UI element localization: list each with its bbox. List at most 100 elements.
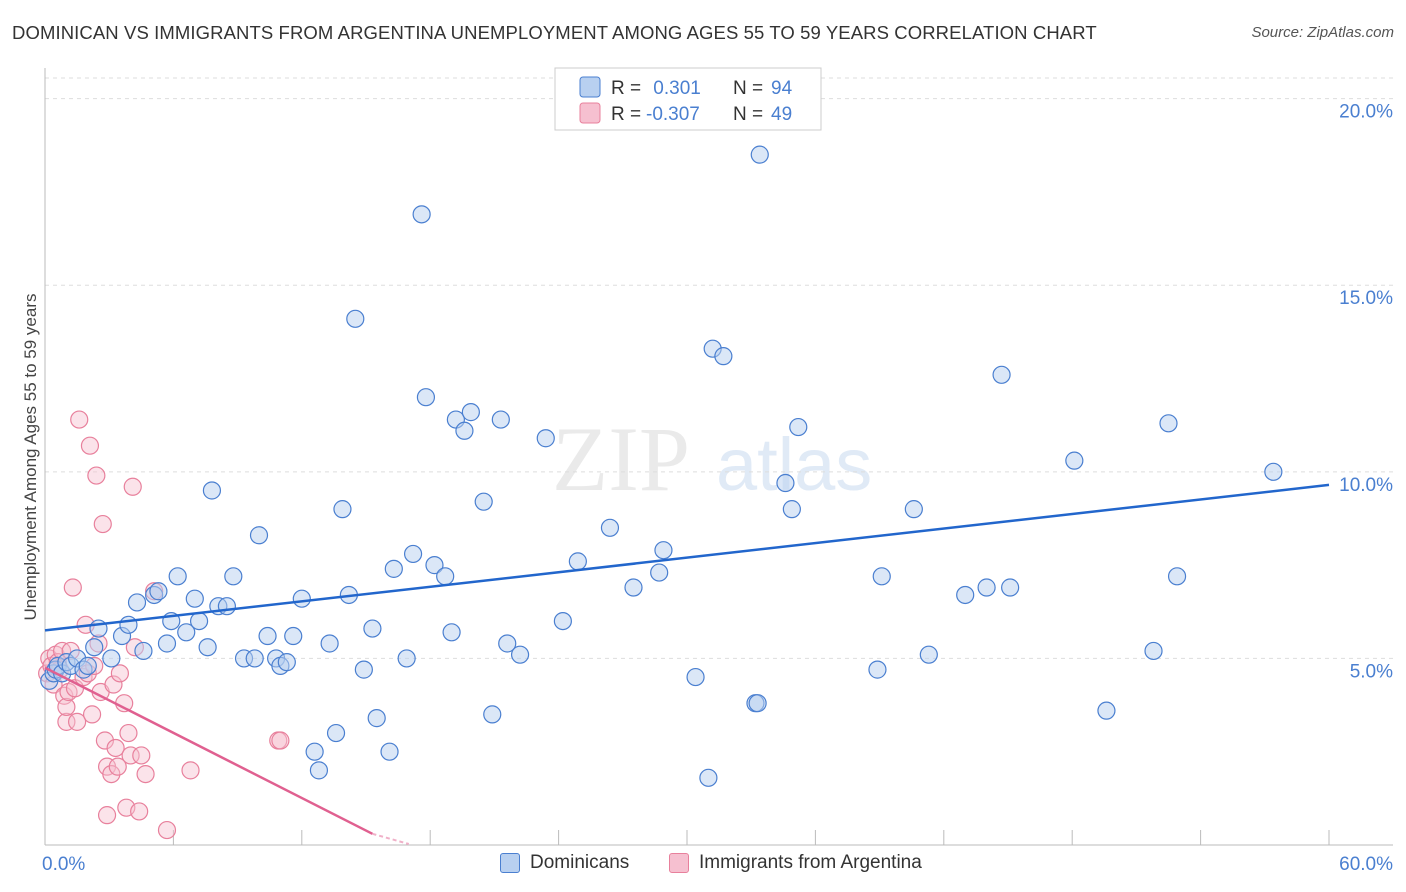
stats-legend: R = 0.301 N = 94 R = -0.307 N = 49 bbox=[554, 67, 822, 131]
watermark-zip: ZIP bbox=[552, 408, 690, 510]
watermark-atlas: atlas bbox=[716, 423, 872, 506]
dominican-point-94 bbox=[1159, 414, 1178, 433]
dominican-point-52 bbox=[403, 544, 423, 564]
legend-label-dominicans: Dominicans bbox=[530, 852, 630, 873]
argentina-trend-line bbox=[44, 666, 373, 835]
dominican-point-14 bbox=[119, 615, 138, 634]
dominican-point-45 bbox=[346, 309, 365, 328]
dominican-point-87 bbox=[956, 585, 975, 605]
stats-n-label-argentina: N = bbox=[733, 104, 763, 125]
dominican-point-41 bbox=[320, 634, 339, 653]
dominican-point-48 bbox=[367, 709, 386, 728]
dominican-point-29 bbox=[224, 567, 243, 586]
dominican-point-12 bbox=[102, 649, 121, 668]
dominican-point-33 bbox=[258, 626, 277, 646]
dominican-point-65 bbox=[510, 645, 530, 664]
dominican-point-67 bbox=[553, 611, 572, 631]
dominican-point-61 bbox=[474, 492, 493, 511]
dominican-point-39 bbox=[305, 742, 324, 761]
dominican-point-96 bbox=[1264, 462, 1283, 481]
watermark: ZIP atlas bbox=[552, 408, 872, 510]
dominican-point-23 bbox=[185, 589, 204, 608]
gridlines bbox=[45, 77, 1393, 659]
legend-item-argentina[interactable]: Immigrants from Argentina bbox=[669, 852, 922, 874]
stats-r-label-argentina: R = bbox=[611, 104, 641, 125]
argentina-point-16 bbox=[70, 410, 89, 429]
dominican-point-63 bbox=[491, 410, 510, 429]
argentina-point-20 bbox=[80, 436, 100, 455]
y-tick-label-5: 5.0% bbox=[1350, 661, 1393, 682]
dominican-point-22 bbox=[177, 623, 196, 642]
dominican-point-81 bbox=[782, 500, 801, 519]
dominican-point-15 bbox=[127, 593, 147, 612]
argentina-point-39 bbox=[123, 477, 142, 496]
dominican-point-92 bbox=[1097, 701, 1116, 720]
x-tick-label-min: 0.0% bbox=[42, 854, 85, 875]
dominican-point-9 bbox=[78, 656, 97, 675]
stats-r-value-dominicans: 0.301 bbox=[648, 78, 701, 99]
argentina-point-43 bbox=[136, 764, 155, 784]
dominican-point-88 bbox=[977, 578, 996, 597]
dominican-point-37 bbox=[284, 626, 303, 646]
chart-title: DOMINICAN VS IMMIGRANTS FROM ARGENTINA U… bbox=[12, 22, 1097, 43]
argentina-point-41 bbox=[130, 802, 149, 821]
dominican-point-76 bbox=[714, 347, 733, 366]
dominican-point-64 bbox=[498, 634, 517, 653]
dominican-point-60 bbox=[461, 403, 480, 422]
argentina-point-21 bbox=[82, 705, 102, 724]
stats-n-value-argentina: 49 bbox=[771, 104, 792, 125]
argentina-point-46 bbox=[181, 761, 200, 780]
argentina-point-33 bbox=[108, 757, 127, 776]
dominican-point-84 bbox=[872, 567, 891, 586]
dominican-point-93 bbox=[1144, 641, 1163, 661]
dominican-point-62 bbox=[483, 705, 502, 724]
argentina-point-26 bbox=[93, 514, 112, 534]
y-tick-labels: 5.0% 10.0% 15.0% 20.0% bbox=[1339, 102, 1393, 683]
legend-item-dominicans[interactable]: Dominicans bbox=[500, 852, 629, 874]
dominican-point-19 bbox=[157, 634, 177, 653]
stats-n-label-dominicans: N = bbox=[733, 78, 763, 99]
dominican-point-18 bbox=[149, 582, 168, 601]
dominican-point-28 bbox=[217, 597, 236, 616]
argentina-point-15 bbox=[67, 712, 87, 731]
dominican-point-89 bbox=[992, 365, 1011, 384]
y-tick-label-10: 10.0% bbox=[1339, 475, 1393, 496]
argentina-point-38 bbox=[121, 746, 140, 765]
argentina-point-23 bbox=[87, 466, 106, 485]
dominican-point-57 bbox=[442, 623, 461, 642]
dominican-point-90 bbox=[1001, 578, 1020, 597]
dominican-point-56 bbox=[436, 567, 455, 586]
dominican-point-21 bbox=[168, 567, 187, 586]
dominican-point-91 bbox=[1065, 451, 1084, 470]
dominican-point-24 bbox=[189, 611, 209, 631]
dominican-point-79 bbox=[750, 145, 769, 164]
legend-label-argentina: Immigrants from Argentina bbox=[699, 852, 922, 873]
dominican-point-68 bbox=[568, 552, 587, 571]
dominican-point-55 bbox=[425, 556, 444, 575]
stats-legend-swatch-dominicans bbox=[579, 76, 601, 98]
dominican-point-71 bbox=[650, 563, 669, 582]
dominican-point-38 bbox=[292, 589, 311, 608]
y-axis-title: Unemployment Among Ages 55 to 59 years bbox=[21, 294, 40, 621]
argentina-point-10 bbox=[57, 697, 76, 717]
legend-swatch-argentina bbox=[669, 853, 689, 873]
dominican-point-86 bbox=[919, 645, 938, 664]
argentina-point-42 bbox=[132, 746, 151, 765]
dominican-point-42 bbox=[326, 723, 346, 743]
dominican-point-47 bbox=[363, 619, 382, 638]
dominican-point-26 bbox=[202, 481, 222, 500]
argentina-point-29 bbox=[97, 806, 117, 825]
dominican-point-69 bbox=[600, 518, 620, 537]
argentina-trend-extension bbox=[372, 832, 410, 845]
dominican-point-51 bbox=[397, 649, 416, 668]
dominican-point-80 bbox=[776, 473, 795, 493]
source-credit: Source: ZipAtlas.com bbox=[1251, 24, 1394, 41]
dominican-point-70 bbox=[624, 578, 643, 597]
dominican-point-73 bbox=[686, 667, 705, 687]
dominican-point-95 bbox=[1167, 567, 1187, 586]
dominican-point-78 bbox=[748, 694, 767, 713]
dominican-point-31 bbox=[245, 649, 264, 668]
dominican-points bbox=[40, 145, 1283, 787]
stats-legend-swatch-argentina bbox=[579, 102, 601, 124]
